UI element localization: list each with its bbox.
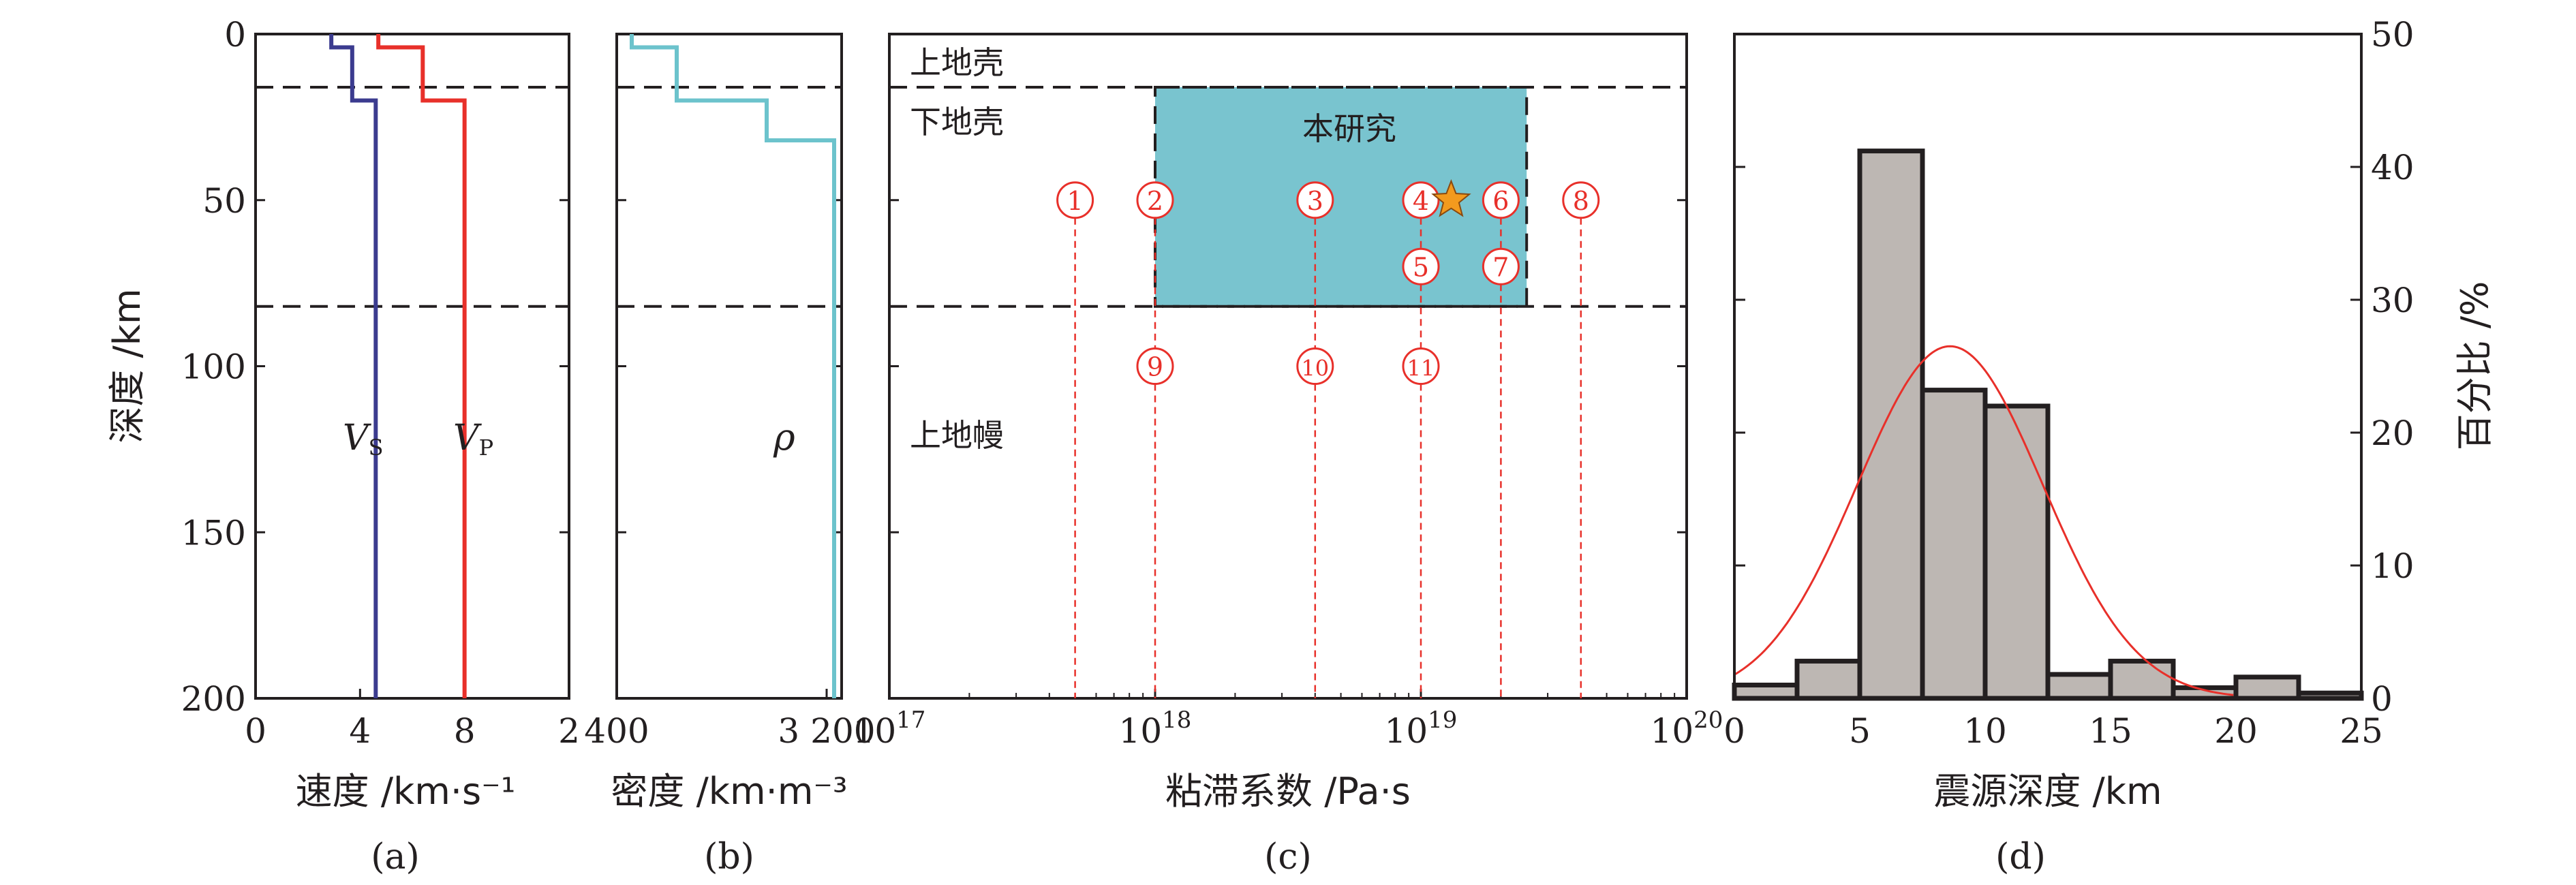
reference-model-label: 5	[1413, 252, 1429, 282]
histogram-bar	[2233, 674, 2301, 701]
panel-b-x-axis-label: 密度 /km·m⁻³	[611, 770, 847, 813]
panel-a-x-tick-label: 8	[454, 711, 476, 751]
reference-model-label: 10	[1301, 356, 1329, 382]
reference-model-label: 3	[1307, 186, 1323, 216]
panel-d-y-tick-label: 10	[2371, 546, 2414, 586]
reference-model-label: 9	[1147, 352, 1163, 382]
panel-d-x-tick-label: 10	[1963, 711, 2007, 751]
reference-model-label: 2	[1147, 186, 1163, 216]
panel-d-y-axis-label: 百分比 /%	[2453, 281, 2496, 451]
rho-profile-line	[630, 34, 836, 698]
panel-d-x-tick-label: 20	[2214, 711, 2258, 751]
panel-b-x-tick-label: 400	[584, 711, 649, 751]
reference-models: 1 2 3 4 5 6 7 8 9 10 11	[1056, 181, 1600, 698]
reference-model-label: 11	[1407, 356, 1435, 382]
histogram-bar	[1794, 658, 1862, 701]
panel-c-x-tick-label: 1020	[1651, 707, 1723, 751]
panel-d-x-tick-label: 25	[2340, 711, 2383, 751]
layer-upper-mantle: 上地幔	[910, 417, 1004, 454]
reference-model-label: 1	[1067, 186, 1084, 216]
panel-b-y-ticks	[617, 33, 842, 700]
panel-a-x-ticks: 0 4 8 2	[245, 689, 580, 751]
panel-d-y-tick-label: 50	[2371, 15, 2414, 55]
panel-a-y-tick-label: 50	[202, 181, 246, 221]
panel-d-x-ticks: 0 5 10 15 20 25	[1723, 689, 2383, 751]
panel-c-tag: (c)	[1264, 837, 1312, 878]
panel-d-x-tick-label: 15	[2089, 711, 2132, 751]
panel-c-boundaries	[889, 86, 1687, 308]
panel-d-x-tick-label: 0	[1723, 711, 1745, 751]
vp-profile-line	[376, 34, 467, 698]
panel-d: 0 10 20 30 40 50 0 5 10 15 20 25 百分比 /% 震源深度 /km (…	[1723, 15, 2496, 878]
panel-a-y-tick-label: 0	[224, 15, 246, 55]
rho-label: ρ	[773, 416, 795, 459]
vs-profile-line	[329, 34, 378, 698]
panel-b-x-ticks: 400 3 200	[584, 689, 876, 751]
panel-a-boundaries	[256, 86, 569, 308]
panel-a: 0 50 100 150 200 0 4 8 2 VS VP 深度 /km 速度 /km·s⁻…	[106, 15, 580, 878]
reference-model-marker	[1056, 181, 1094, 219]
panel-a-x-tick-label: 0	[245, 711, 266, 751]
reference-model-label: 7	[1492, 252, 1509, 282]
vs-label: VS	[343, 418, 383, 461]
panel-c: 1017 1018 1019 1020 1 2 3 4 5 6 7 8 9 10 11 上地壳 下地壳 上…	[853, 33, 1723, 878]
panel-d-y-tick-label: 0	[2371, 679, 2393, 719]
panel-d-y-tick-label: 20	[2371, 414, 2414, 453]
best-estimate-star	[1431, 179, 1471, 217]
study-label: 本研究	[1302, 110, 1396, 147]
histogram-bar	[2045, 672, 2113, 701]
histogram-bar	[1920, 388, 1988, 701]
panel-a-x-axis-label: 速度 /km·s⁻¹	[296, 770, 516, 813]
panel-b-tag: (b)	[704, 837, 754, 878]
panel-a-x-tick-label: 4	[349, 711, 371, 751]
histogram-bar	[1732, 683, 1800, 701]
panel-a-x-tick-label: 2	[558, 711, 580, 751]
panel-d-x-tick-label: 5	[1849, 711, 1871, 751]
panel-d-y-ticks: 0 10 20 30 40 50	[1734, 15, 2414, 719]
panel-c-x-ticks: 1017 1018 1019 1020	[853, 689, 1723, 751]
panel-b-x-tick-label: 3 200	[778, 711, 875, 751]
reference-model-label: 6	[1492, 186, 1509, 216]
panel-a-frame	[254, 33, 570, 700]
panel-d-y-tick-label: 40	[2371, 148, 2414, 187]
panel-a-tag: (a)	[371, 837, 420, 878]
fit-curve	[1734, 345, 2234, 696]
histogram-bar	[1982, 403, 2051, 701]
panel-b: 400 3 200 ρ 密度 /km·m⁻³ (b)	[584, 33, 876, 878]
layer-lower-crust: 下地壳	[910, 104, 1004, 140]
panel-c-x-tick-label: 1019	[1385, 707, 1458, 751]
panel-b-boundaries	[617, 86, 842, 308]
reference-model-marker	[1562, 181, 1600, 219]
panel-a-y-tick-label: 100	[181, 347, 246, 387]
panel-d-tag: (d)	[1995, 837, 2046, 878]
panel-b-frame	[615, 33, 843, 700]
reference-model-marker	[1482, 247, 1520, 285]
panel-a-y-tick-label: 150	[181, 513, 246, 553]
normal-fit-curve	[1734, 345, 2234, 696]
panel-a-profiles	[329, 34, 467, 698]
panel-c-x-tick-label: 1017	[853, 707, 926, 751]
panel-c-x-axis-label: 粘滞系数 /Pa·s	[1165, 770, 1411, 813]
best-estimate	[1431, 179, 1471, 217]
panel-d-x-axis-label: 震源深度 /km	[1933, 770, 2162, 813]
layer-upper-crust: 上地壳	[910, 44, 1004, 81]
reference-model-label: 4	[1413, 186, 1429, 216]
histogram-bars	[1732, 149, 2364, 701]
panel-d-frame	[1733, 33, 2363, 700]
panel-a-y-tick-label: 200	[181, 679, 246, 719]
panel-c-x-tick-label: 1018	[1119, 707, 1192, 751]
panel-a-y-ticks: 0 50 100 150 200	[181, 15, 569, 719]
panel-c-y-ticks	[889, 33, 1687, 700]
reference-model-label: 8	[1573, 186, 1589, 216]
vp-label: VP	[453, 418, 493, 461]
panel-d-y-tick-label: 30	[2371, 281, 2414, 320]
panel-b-profiles	[630, 34, 836, 698]
panel-a-y-axis-label: 深度 /km	[106, 288, 149, 443]
histogram-bar	[1857, 149, 1925, 701]
histogram-bar	[2108, 658, 2176, 701]
